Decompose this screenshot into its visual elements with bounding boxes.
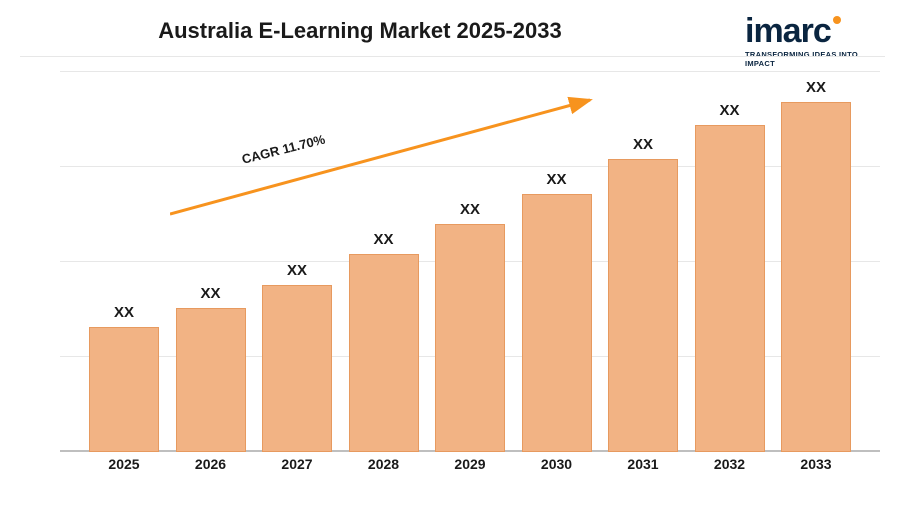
x-tick-label: 2033 [778, 456, 854, 472]
logo-tagline: TRANSFORMING IDEAS INTO IMPACT [745, 50, 875, 68]
bar [781, 102, 851, 452]
x-axis-labels: 2025 2026 2027 2028 2029 2030 2031 2032 2033 [60, 456, 880, 472]
bar [608, 159, 678, 452]
bar-group: XX [778, 79, 854, 452]
x-tick-label: 2026 [173, 456, 249, 472]
header-divider [20, 56, 885, 57]
bar-group: XX [432, 201, 508, 452]
bar-value-label: XX [719, 102, 739, 119]
bar [522, 194, 592, 452]
bar-group: XX [605, 136, 681, 452]
bar-group: XX [173, 285, 249, 452]
bar-group: XX [346, 231, 422, 452]
bar-value-label: XX [806, 79, 826, 96]
x-tick-label: 2028 [346, 456, 422, 472]
bar [89, 327, 159, 452]
bar-value-label: XX [287, 262, 307, 279]
bar [435, 224, 505, 452]
bar [176, 308, 246, 452]
chart-title: Australia E-Learning Market 2025-2033 [0, 18, 720, 44]
logo-dot-icon [833, 16, 841, 24]
x-tick-label: 2029 [432, 456, 508, 472]
bar-value-label: XX [200, 285, 220, 302]
bar [695, 125, 765, 452]
bar [262, 285, 332, 452]
bar-value-label: XX [373, 231, 393, 248]
logo-wordmark: imarc [745, 14, 875, 48]
bar-value-label: XX [633, 136, 653, 153]
bar [349, 254, 419, 452]
bar-group: XX [86, 304, 162, 452]
bar-group: XX [692, 102, 768, 452]
bar-group: XX [519, 171, 595, 452]
x-tick-label: 2031 [605, 456, 681, 472]
x-tick-label: 2027 [259, 456, 335, 472]
bar-value-label: XX [546, 171, 566, 188]
bar-chart: XX XX XX XX XX XX XX XX XX [60, 72, 880, 452]
x-tick-label: 2030 [519, 456, 595, 472]
plot-area: XX XX XX XX XX XX XX XX XX [60, 72, 880, 452]
page-root: Australia E-Learning Market 2025-2033 im… [0, 0, 905, 508]
logo-wordmark-text: imarc [745, 12, 831, 50]
brand-logo: imarc TRANSFORMING IDEAS INTO IMPACT [745, 14, 875, 68]
x-tick-label: 2032 [692, 456, 768, 472]
x-tick-label: 2025 [86, 456, 162, 472]
bars-container: XX XX XX XX XX XX XX XX XX [60, 72, 880, 452]
bar-value-label: XX [114, 304, 134, 321]
bar-value-label: XX [460, 201, 480, 218]
bar-group: XX [259, 262, 335, 452]
